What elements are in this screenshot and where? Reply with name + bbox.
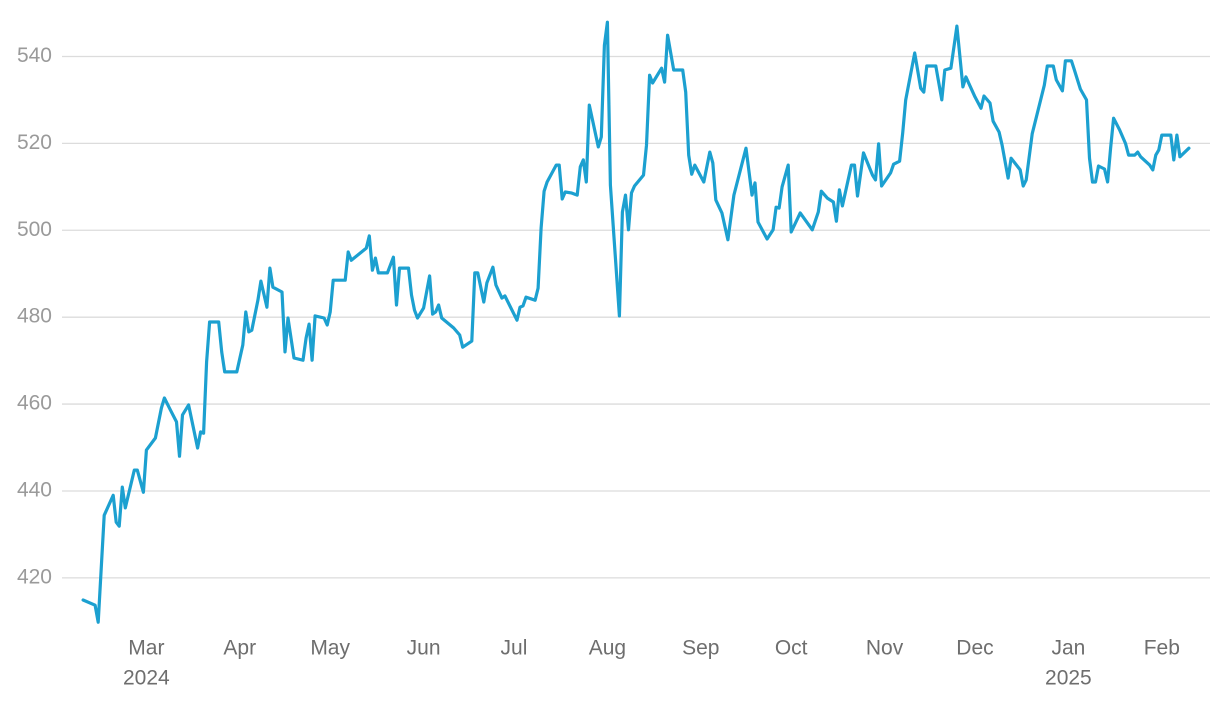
y-tick-label: 540 <box>17 44 52 67</box>
x-tick-label: Apr <box>223 637 256 660</box>
y-tick-label: 440 <box>17 479 52 502</box>
y-tick-label: 520 <box>17 131 52 154</box>
y-tick-label: 480 <box>17 305 52 328</box>
y-tick-label: 420 <box>17 565 52 588</box>
price-line <box>81 20 1191 624</box>
x-tick-label: Dec <box>956 637 993 660</box>
x-tick-label: Oct <box>775 637 808 660</box>
x-tick-label: Sep <box>682 637 719 660</box>
x-year-label: 2024 <box>123 667 170 690</box>
x-tick-label: Aug <box>589 637 626 660</box>
y-tick-label: 460 <box>17 392 52 415</box>
x-tick-label: Mar <box>128 637 164 660</box>
x-tick-label: Jul <box>501 637 528 660</box>
x-tick-label: Feb <box>1144 637 1180 660</box>
x-year-label: 2025 <box>1045 667 1092 690</box>
x-tick-label: May <box>310 637 350 660</box>
x-tick-label: Jun <box>407 637 441 660</box>
y-tick-label: 500 <box>17 218 52 241</box>
x-tick-label: Nov <box>866 637 904 660</box>
x-tick-label: Jan <box>1051 637 1085 660</box>
